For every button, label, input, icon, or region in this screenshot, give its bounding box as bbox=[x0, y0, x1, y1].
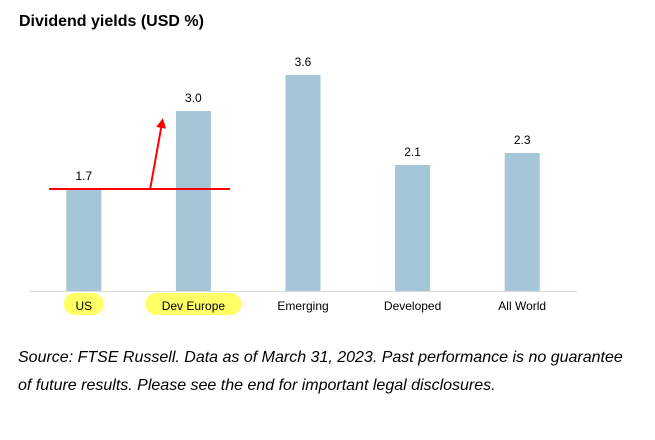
highlight-us bbox=[63, 293, 104, 315]
bar-dev-europe bbox=[175, 111, 211, 291]
value-label: 1.7 bbox=[75, 169, 92, 183]
bar-emerging bbox=[285, 75, 321, 291]
bar-chart: 1.7 3.0 3.6 2.1 2.3 US Dev Europe Emerging Deve… bbox=[29, 55, 577, 315]
bar-developed bbox=[395, 165, 431, 291]
x-tick-labels: US Dev Europe Emerging Developed All World bbox=[75, 299, 546, 313]
x-tick-label: Dev Europe bbox=[162, 299, 226, 313]
x-tick-label: All World bbox=[498, 299, 546, 313]
x-tick-label: Emerging bbox=[277, 299, 328, 313]
bars bbox=[66, 75, 540, 291]
source-note: Source: FTSE Russell. Data as of March 3… bbox=[18, 349, 623, 394]
value-label: 3.6 bbox=[295, 55, 312, 69]
value-label: 3.0 bbox=[185, 91, 202, 105]
category-highlights bbox=[63, 293, 242, 315]
increase-arrow bbox=[149, 118, 167, 191]
value-label: 2.1 bbox=[404, 145, 421, 159]
x-tick-label: Developed bbox=[384, 299, 441, 313]
x-tick-label: US bbox=[75, 299, 92, 313]
chart-title: Dividend yields (USD %) bbox=[19, 13, 204, 30]
value-label: 2.3 bbox=[514, 133, 531, 147]
highlight-dev-europe bbox=[145, 293, 242, 315]
bar-all-world bbox=[504, 153, 540, 291]
bar-us bbox=[66, 189, 102, 291]
value-labels: 1.7 3.0 3.6 2.1 2.3 bbox=[75, 55, 530, 183]
annotations bbox=[49, 118, 230, 191]
